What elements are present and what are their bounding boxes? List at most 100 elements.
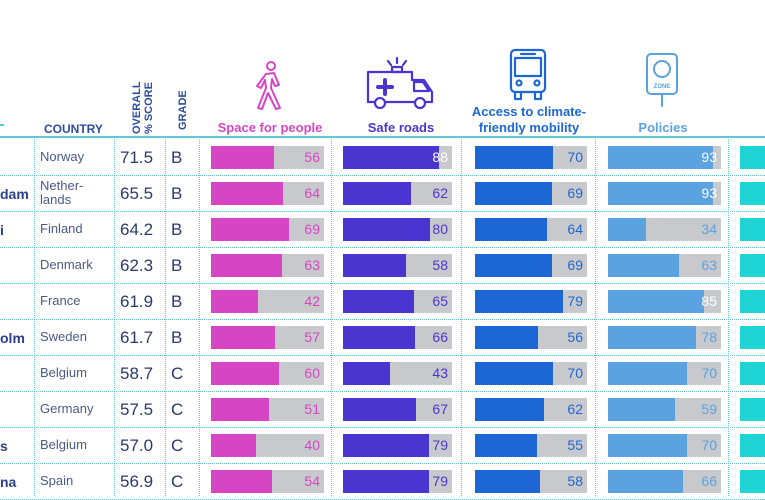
header-space: Space for people [217,120,323,135]
country-name: Finland [40,221,83,236]
bar-space-label: 54 [304,473,320,489]
bar-safe-track: 80 [343,218,452,241]
bar-access-label: 69 [567,257,583,273]
row-separator [0,283,765,284]
bar-space-track: 42 [211,290,324,313]
bar-safe [343,146,439,169]
header-country: COUNTRY [44,122,103,136]
bar-space [211,254,282,277]
bar-space-track: 51 [211,398,324,421]
bar-access [475,254,552,277]
grade-value: C [171,400,184,419]
bar-safe [343,362,390,385]
bar-safe [343,182,411,205]
bar-space-track: 60 [211,362,324,385]
city-name: na [0,474,17,490]
bar-safe [343,218,430,241]
bar-extra-fragment [740,326,765,349]
bar-access-track: 58 [475,470,587,493]
bar-access [475,434,537,457]
table-row: Norway 71.5 B 56 88 70 93 [0,140,765,176]
bar-access [475,290,563,313]
grade-value: C [171,436,184,455]
bar-space-track: 69 [211,218,324,241]
bar-policies-track: 66 [608,470,721,493]
grade-value: C [171,472,184,491]
bar-access [475,146,553,169]
bar-safe-track: 79 [343,470,452,493]
grid-line [595,136,596,496]
header-arrow-fragment [0,124,4,126]
bar-safe-label: 58 [432,257,448,273]
bar-extra-fragment [740,254,765,277]
overall-score: 57.0 [120,436,154,455]
bar-space-label: 60 [304,365,320,381]
svg-text:ZONE: ZONE [654,84,671,90]
table-row: Germany 57.5 C 51 67 62 59 [0,392,765,428]
bar-access-label: 70 [567,149,583,165]
bar-safe [343,434,429,457]
bar-safe-track: 43 [343,362,452,385]
header-overall-line2: % SCORE [143,82,155,134]
bar-policies-label: 85 [701,293,717,309]
bar-safe-label: 79 [432,437,448,453]
bar-extra-fragment [740,218,765,241]
overall-score: 62.3 [120,256,154,275]
bar-space [211,362,279,385]
bar-safe [343,290,414,313]
grid-line [34,136,35,496]
city-name: i [0,222,4,238]
bar-safe [343,398,416,421]
bar-access-track: 79 [475,290,587,313]
bar-access-track: 69 [475,182,587,205]
bar-space-track: 56 [211,146,324,169]
bar-access-track: 70 [475,362,587,385]
city-name: dam [0,186,29,202]
bar-space-label: 40 [304,437,320,453]
country-name: France [40,293,81,308]
bar-policies [608,362,687,385]
bar-access-label: 55 [567,437,583,453]
bar-policies [608,290,704,313]
bar-space [211,218,289,241]
row-separator [0,175,765,176]
bar-access [475,398,544,421]
bar-policies-label: 93 [701,149,717,165]
bar-policies-label: 78 [701,329,717,345]
bar-access-label: 69 [567,185,583,201]
bar-policies-track: 85 [608,290,721,313]
row-separator [0,247,765,248]
country-name: Sweden [40,329,87,344]
country-name: Belgium [40,365,87,380]
bar-space-track: 63 [211,254,324,277]
bar-space-track: 64 [211,182,324,205]
header-policies: Policies [638,120,688,135]
bar-extra-fragment [740,182,765,205]
bar-safe-label: 79 [432,473,448,489]
table-row: France 61.9 B 42 65 79 85 [0,284,765,320]
bar-policies-track: 93 [608,146,721,169]
grade-value: B [171,184,183,203]
grade-value: B [171,256,183,275]
city-name: olm [0,330,25,346]
bar-access [475,182,552,205]
bar-extra-fragment [740,290,765,313]
bar-access-label: 79 [567,293,583,309]
table-row: i Finland 64.2 B 69 80 64 34 [0,212,765,248]
bar-extra-fragment [740,146,765,169]
zone-sign-icon: ZONE [646,53,678,107]
bar-space-label: 69 [304,221,320,237]
bar-safe-label: 80 [432,221,448,237]
row-separator [0,427,765,428]
overall-score: 58.7 [120,364,154,383]
overall-score: 65.5 [120,184,154,203]
bar-space [211,326,275,349]
bar-space [211,470,272,493]
bar-safe-track: 79 [343,434,452,457]
country-name: Spain [40,473,74,488]
header-overall-line1: OVERALL [131,81,143,134]
row-separator [0,391,765,392]
bar-access-track: 62 [475,398,587,421]
country-name: Belgium [40,437,87,452]
bar-safe-track: 62 [343,182,452,205]
